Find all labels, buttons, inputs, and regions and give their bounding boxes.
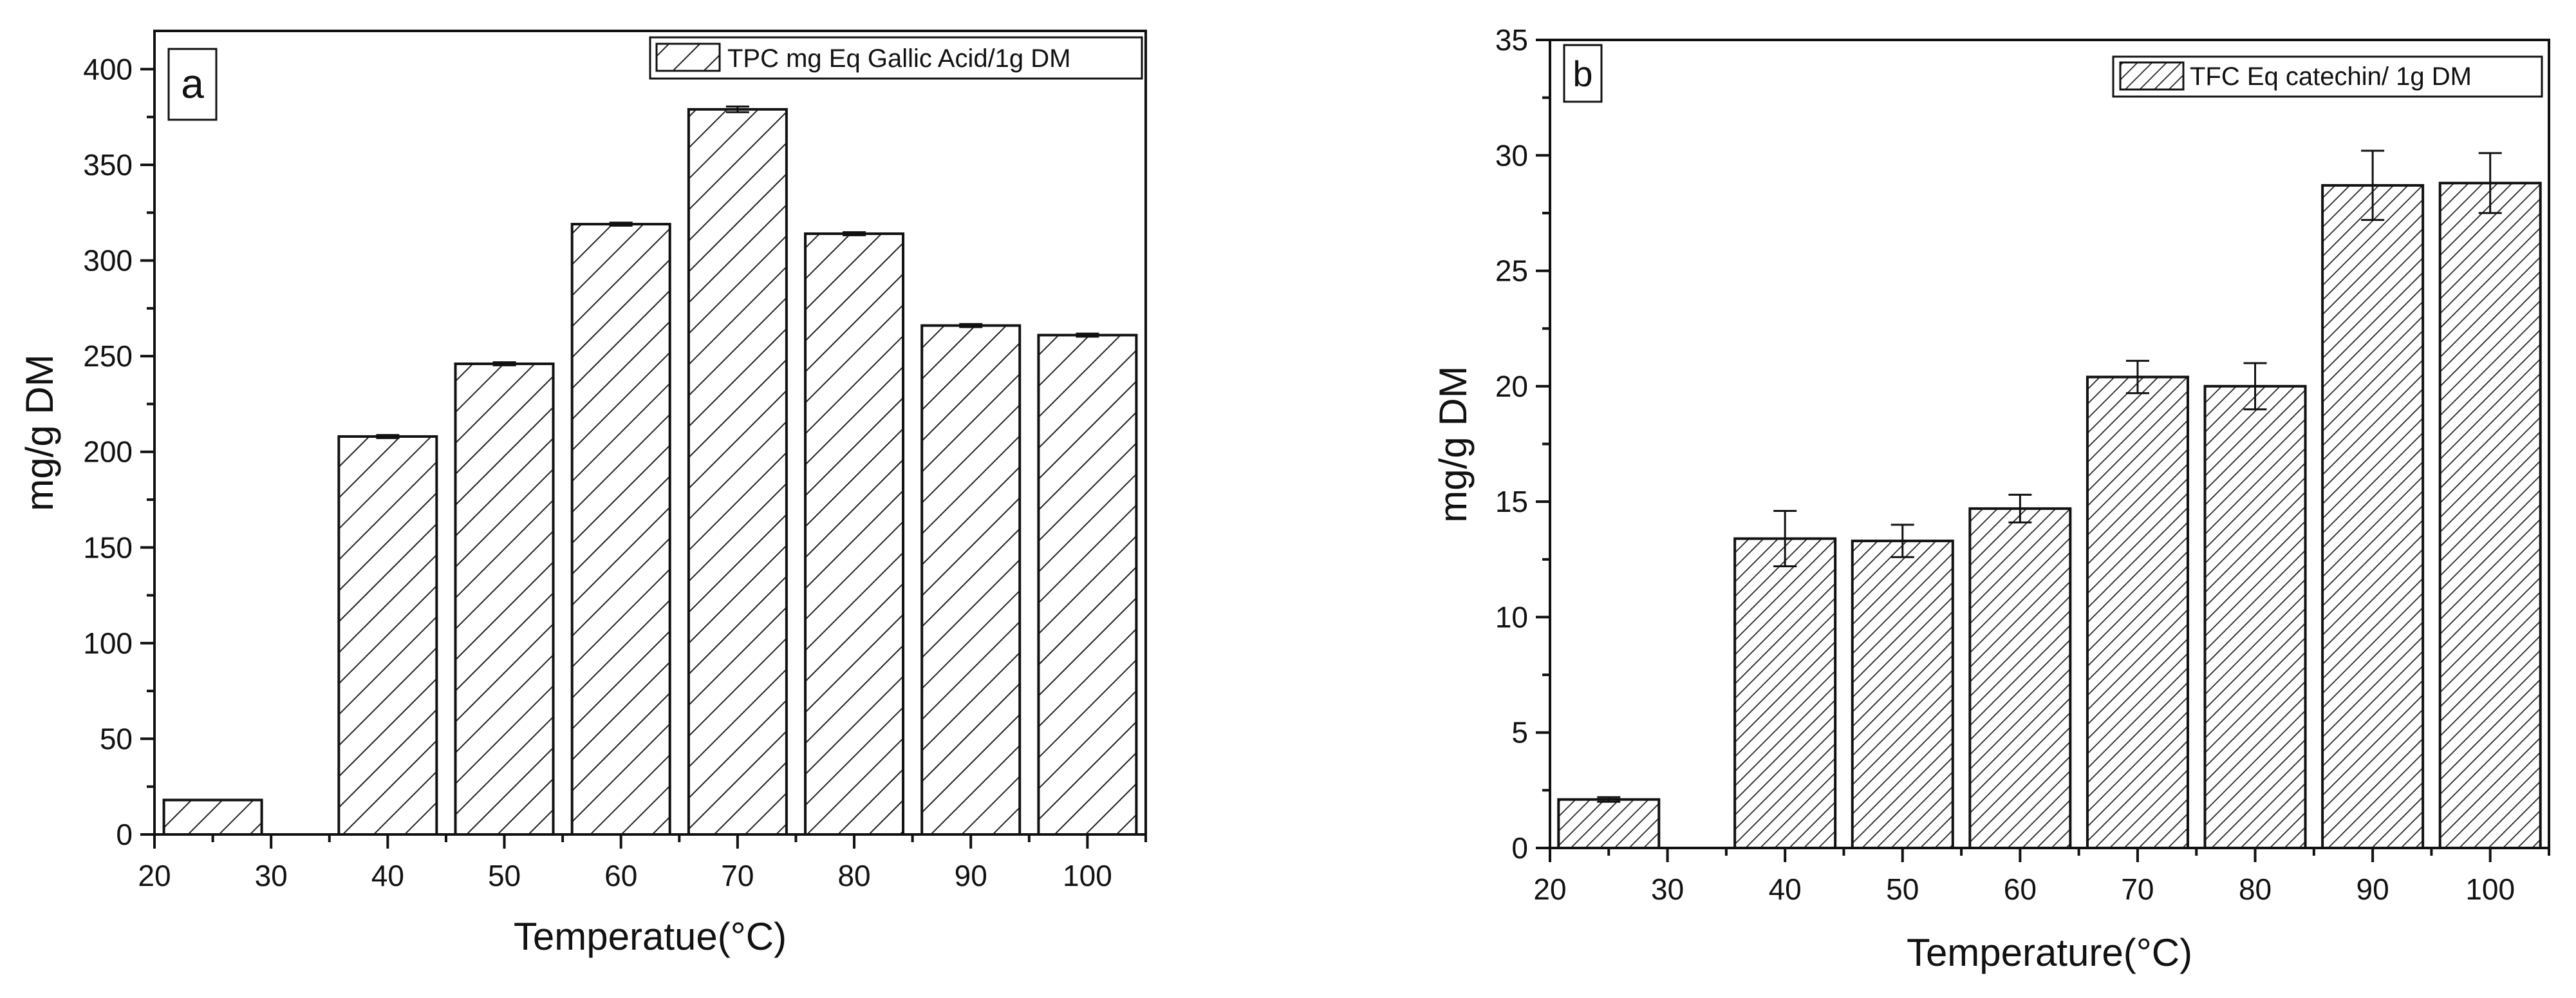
error-bar-b-90 <box>2361 149 2385 221</box>
error-bars-b <box>1597 149 2502 803</box>
y-tick-label: 400 <box>83 52 133 86</box>
error-bar-a-90 <box>959 323 983 328</box>
bars-b <box>1557 182 2542 849</box>
legend-swatch-b <box>2119 61 2185 91</box>
error-bar-b-70 <box>2125 359 2149 395</box>
x-tick-label: 90 <box>2357 872 2389 906</box>
panel-label-box-b <box>1563 44 1603 103</box>
x-tick-label: 60 <box>604 859 637 892</box>
y-tick-label: 200 <box>83 435 133 469</box>
error-bar-b-25 <box>1597 796 1621 803</box>
bars-a <box>162 108 1138 836</box>
x-tick-label: 80 <box>2239 872 2272 906</box>
legend-a: TPC mg Eq Gallic Acid/1g DM <box>649 36 1143 80</box>
bar-b-60 <box>1968 507 2072 849</box>
y-tick-label: 0 <box>116 818 133 851</box>
x-axis-ticks-a: 20 30 40 50 60 70 80 90 100 <box>138 834 1147 892</box>
bar-a-90 <box>920 324 1022 836</box>
error-bar-b-40 <box>1773 509 1797 568</box>
x-axis-title-b: Temperature(°C) <box>1907 931 2192 974</box>
y-tick-label: 10 <box>1495 600 1528 634</box>
x-tick-label: 20 <box>1533 872 1566 906</box>
x-tick-label: 100 <box>1063 859 1112 892</box>
chart-panel-a: a 20 30 40 50 60 70 80 90 100 0 50 100 150 200 250 300… <box>18 30 1147 958</box>
legend-box-b <box>2112 55 2543 98</box>
x-tick-label: 20 <box>138 859 171 892</box>
error-bar-a-40 <box>376 434 400 439</box>
error-bar-a-100 <box>1076 332 1099 338</box>
y-tick-label: 30 <box>1495 138 1528 172</box>
panel-label-box-a <box>167 48 218 121</box>
x-tick-label: 90 <box>955 859 987 892</box>
bar-a-25 <box>162 798 263 836</box>
y-tick-label: 20 <box>1495 370 1528 403</box>
error-bar-a-80 <box>843 231 866 236</box>
y-tick-label: 100 <box>83 626 133 660</box>
bar-b-70 <box>2086 375 2189 849</box>
bar-b-25 <box>1557 798 1661 849</box>
y-tick-label: 15 <box>1495 485 1528 518</box>
x-tick-label: 60 <box>2004 872 2037 906</box>
x-axis-ticks-b: 20 30 40 50 60 70 80 90 100 <box>1533 848 2550 906</box>
y-tick-label: 300 <box>83 244 133 278</box>
y-axis-ticks-a: 0 50 100 150 200 250 300 350 400 <box>83 52 154 851</box>
legend-b: TFC Eq catechin/ 1g DM <box>2112 55 2543 98</box>
bar-b-40 <box>1733 537 1837 849</box>
bar-b-100 <box>2438 182 2542 849</box>
chart-panel-b: b 20 30 40 50 60 70 80 90 100 0 5 10 15 20 25 30 35 TFC… <box>1432 23 2550 974</box>
x-tick-label: 80 <box>837 859 870 892</box>
y-tick-label: 0 <box>1511 831 1528 865</box>
error-bar-b-100 <box>2478 152 2502 214</box>
bar-a-70 <box>687 108 788 836</box>
panel-label-a: a <box>181 61 204 107</box>
error-bar-a-70 <box>725 105 749 113</box>
x-tick-label: 70 <box>721 859 754 892</box>
error-bar-a-50 <box>492 361 516 366</box>
y-axis-title-b: mg/g DM <box>1432 366 1475 522</box>
y-tick-label: 50 <box>100 722 133 755</box>
bar-a-40 <box>337 435 438 836</box>
error-bar-b-60 <box>2008 493 2032 523</box>
x-tick-label: 40 <box>371 859 404 892</box>
y-tick-label: 35 <box>1495 23 1528 57</box>
y-axis-title-a: mg/g DM <box>18 354 61 511</box>
legend-box-a <box>649 36 1143 80</box>
y-tick-label: 25 <box>1495 254 1528 288</box>
bar-a-80 <box>804 232 905 836</box>
error-bar-b-50 <box>1890 523 1914 558</box>
y-tick-label: 250 <box>83 339 133 373</box>
y-tick-label: 150 <box>83 531 133 564</box>
x-axis-title-a: Temperatue(°C) <box>514 915 787 958</box>
legend-label-a: TPC mg Eq Gallic Acid/1g DM <box>727 44 1071 73</box>
y-tick-label: 350 <box>83 148 133 182</box>
x-tick-label: 50 <box>1886 872 1919 906</box>
x-tick-label: 30 <box>255 859 288 892</box>
error-bars-a <box>376 105 1099 439</box>
x-tick-label: 70 <box>2121 872 2154 906</box>
bar-b-50 <box>1851 540 1954 849</box>
bar-b-80 <box>2203 384 2307 849</box>
error-bar-b-80 <box>2243 362 2267 411</box>
error-bar-a-60 <box>609 221 633 227</box>
legend-label-b: TFC Eq catechin/ 1g DM <box>2190 62 2472 91</box>
x-tick-label: 40 <box>1769 872 1802 906</box>
x-tick-label: 50 <box>488 859 521 892</box>
bar-b-90 <box>2321 184 2425 849</box>
legend-swatch-a <box>655 42 721 72</box>
x-tick-label: 30 <box>1651 872 1684 906</box>
x-tick-label: 100 <box>2465 872 2515 906</box>
panel-label-b: b <box>1573 53 1592 94</box>
bar-a-50 <box>454 362 555 836</box>
bar-a-100 <box>1037 334 1138 836</box>
y-axis-ticks-b: 0 5 10 15 20 25 30 35 <box>1495 23 1550 865</box>
bar-a-60 <box>570 223 671 836</box>
y-tick-label: 5 <box>1511 716 1528 749</box>
